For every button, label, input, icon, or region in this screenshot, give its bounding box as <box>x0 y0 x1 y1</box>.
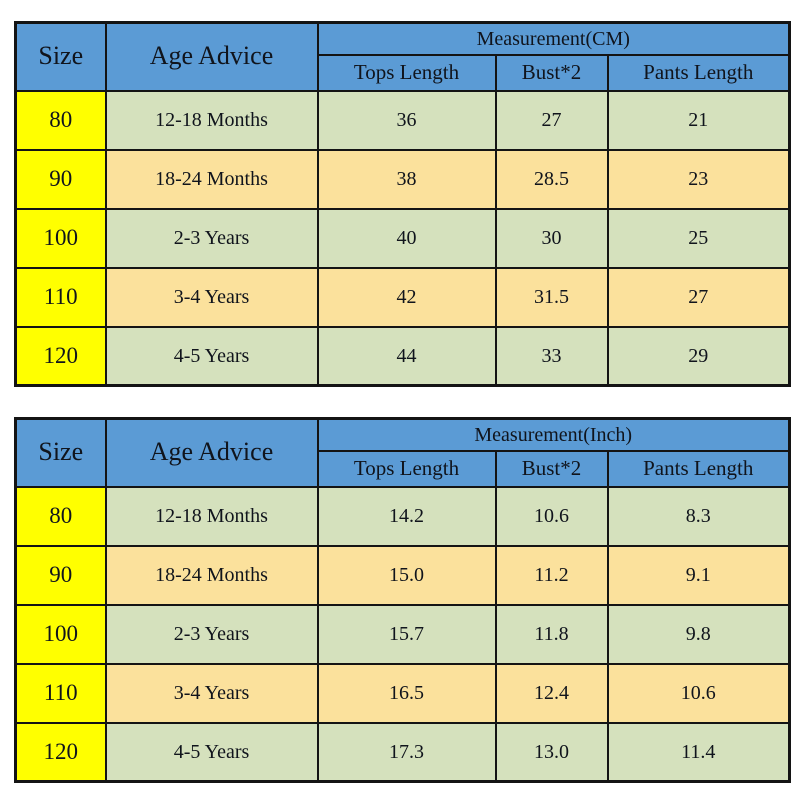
bust-cell: 11.8 <box>494 603 609 665</box>
table-row-size-110: 110 3-4 Years 42 31.5 27 <box>14 266 791 328</box>
pants-length-cell: 8.3 <box>606 485 791 547</box>
bust-cell: 13.0 <box>494 721 609 783</box>
age-cell: 2-3 Years <box>104 603 319 665</box>
size-cell: 120 <box>14 325 107 387</box>
tops-length-cell: 16.5 <box>316 662 497 724</box>
tops-length-column-header: Tops Length <box>316 53 497 92</box>
pants-length-cell: 9.8 <box>606 603 791 665</box>
pants-length-cell: 27 <box>606 266 791 328</box>
header-row-subcolumns: Tops Length Bust*2 Pants Length <box>16 53 791 92</box>
pants-length-column-header: Pants Length <box>606 449 791 488</box>
size-chart-table-cm: Size Age Advice Measurement(CM) Tops Len… <box>14 21 792 387</box>
size-cell: 100 <box>14 207 107 269</box>
tops-length-cell: 17.3 <box>316 721 497 783</box>
bust-cell: 12.4 <box>494 662 609 724</box>
pants-length-cell: 11.4 <box>606 721 791 783</box>
measurement-cm-group-header: Measurement(CM) <box>316 21 791 56</box>
size-cell: 90 <box>14 148 107 210</box>
tops-length-column-header: Tops Length <box>316 449 497 488</box>
tops-length-cell: 40 <box>316 207 497 269</box>
table-row-size-120: 120 4-5 Years 44 33 29 <box>14 325 791 387</box>
table-row-size-100: 100 2-3 Years 15.7 11.8 9.8 <box>14 603 791 665</box>
pants-length-cell: 10.6 <box>606 662 791 724</box>
bust-column-header: Bust*2 <box>494 53 609 92</box>
age-advice-column-header: Age Advice <box>104 21 319 92</box>
bust-cell: 10.6 <box>494 485 609 547</box>
pants-length-cell: 9.1 <box>606 544 791 606</box>
bust-cell: 33 <box>494 325 609 387</box>
table-row-size-80: 80 12-18 Months 36 27 21 <box>14 89 791 151</box>
age-cell: 18-24 Months <box>104 148 319 210</box>
size-cell: 80 <box>14 485 107 547</box>
age-cell: 4-5 Years <box>104 721 319 783</box>
age-cell: 2-3 Years <box>104 207 319 269</box>
size-chart-page: Size Age Advice Measurement(CM) Tops Len… <box>0 21 800 800</box>
size-cell: 80 <box>14 89 107 151</box>
pants-length-cell: 25 <box>606 207 791 269</box>
header-row-measurement: Size Age Advice Measurement(Inch) <box>14 417 791 488</box>
size-cell: 100 <box>14 603 107 665</box>
age-cell: 4-5 Years <box>104 325 319 387</box>
bust-cell: 28.5 <box>494 148 609 210</box>
measurement-inch-group-header: Measurement(Inch) <box>316 417 791 452</box>
table-row-size-90: 90 18-24 Months 15.0 11.2 9.1 <box>14 544 791 606</box>
pants-length-column-header: Pants Length <box>606 53 791 92</box>
tops-length-cell: 38 <box>316 148 497 210</box>
size-cell: 90 <box>14 544 107 606</box>
table-row-size-120: 120 4-5 Years 17.3 13.0 11.4 <box>14 721 791 783</box>
bust-cell: 31.5 <box>494 266 609 328</box>
size-cell: 120 <box>14 721 107 783</box>
bust-cell: 11.2 <box>494 544 609 606</box>
age-cell: 12-18 Months <box>104 89 319 151</box>
age-cell: 18-24 Months <box>104 544 319 606</box>
pants-length-cell: 29 <box>606 325 791 387</box>
table-row-size-90: 90 18-24 Months 38 28.5 23 <box>14 148 791 210</box>
age-advice-column-header: Age Advice <box>104 417 319 488</box>
pants-length-cell: 23 <box>606 148 791 210</box>
table-row-size-80: 80 12-18 Months 14.2 10.6 8.3 <box>14 485 791 547</box>
bust-cell: 27 <box>494 89 609 151</box>
header-row-subcolumns: Tops Length Bust*2 Pants Length <box>16 449 791 488</box>
size-chart-table-inch: Size Age Advice Measurement(Inch) Tops L… <box>14 417 791 783</box>
age-cell: 3-4 Years <box>104 266 319 328</box>
pants-length-cell: 21 <box>606 89 791 151</box>
tops-length-cell: 14.2 <box>316 485 497 547</box>
tops-length-cell: 36 <box>316 89 497 151</box>
size-column-header: Size <box>14 21 107 92</box>
table-row-size-110: 110 3-4 Years 16.5 12.4 10.6 <box>14 662 791 724</box>
tops-length-cell: 44 <box>316 325 497 387</box>
tops-length-cell: 42 <box>316 266 497 328</box>
table-row-size-100: 100 2-3 Years 40 30 25 <box>14 207 791 269</box>
bust-cell: 30 <box>494 207 609 269</box>
size-cell: 110 <box>14 266 107 328</box>
age-cell: 3-4 Years <box>104 662 319 724</box>
tops-length-cell: 15.7 <box>316 603 497 665</box>
age-cell: 12-18 Months <box>104 485 319 547</box>
size-cell: 110 <box>14 662 107 724</box>
header-row-measurement: Size Age Advice Measurement(CM) <box>14 21 791 92</box>
tops-length-cell: 15.0 <box>316 544 497 606</box>
bust-column-header: Bust*2 <box>494 449 609 488</box>
size-column-header: Size <box>14 417 107 488</box>
